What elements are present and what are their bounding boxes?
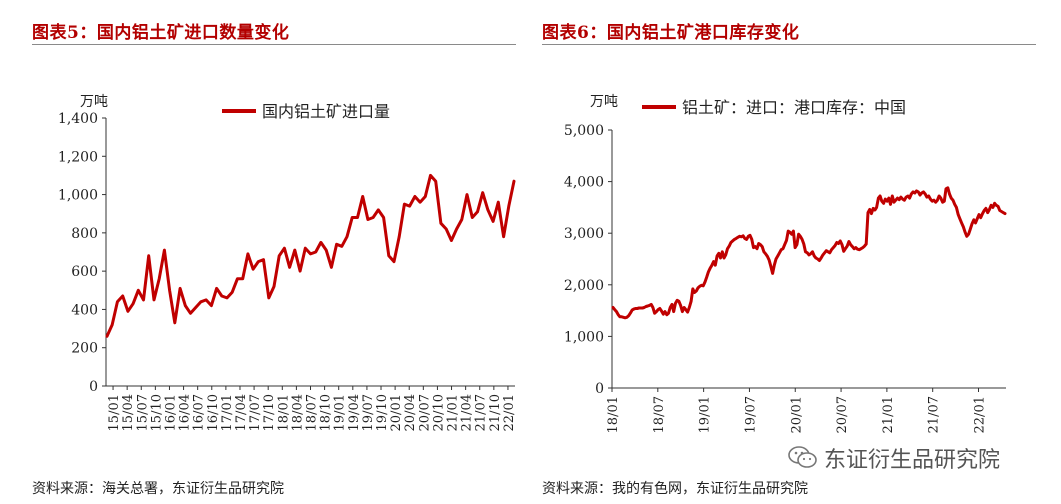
series-line <box>611 186 1007 320</box>
y-tick-label: 4,000 <box>564 175 604 191</box>
y-axis-unit-label: 万吨 <box>590 94 618 110</box>
x-tick-label: 19/10 <box>375 394 390 431</box>
x-tick-label: 18/04 <box>290 394 305 431</box>
title-rule <box>32 44 516 45</box>
watermark: 东证衍生品研究院 <box>788 441 1000 475</box>
title-rule <box>542 44 1036 45</box>
series-line <box>105 173 516 338</box>
x-tick-label: 21/10 <box>488 394 503 431</box>
y-axis-unit-label: 万吨 <box>80 94 108 110</box>
x-tick-label: 18/01 <box>606 396 621 433</box>
x-tick-label: 15/10 <box>149 394 164 431</box>
x-tick-label: 18/07 <box>305 394 320 431</box>
watermark-text: 东证衍生品研究院 <box>824 448 1001 473</box>
legend-label: 国内铝土矿进口量 <box>262 102 390 121</box>
y-tick-label: 1,000 <box>58 188 98 204</box>
x-tick-label: 21/01 <box>881 396 896 433</box>
x-tick-label: 19/07 <box>361 394 376 431</box>
x-tick-label: 20/10 <box>431 394 446 431</box>
right-chart-panel: 图表6：国内铝土矿港口库存变化 万吨 0 1,000 2,000 3,000 4,000 5… <box>530 0 1061 504</box>
x-tick-label: 19/01 <box>333 394 348 431</box>
y-tick-label: 5,000 <box>564 123 604 139</box>
y-tick-label: 2,000 <box>564 278 604 294</box>
figure-title: 图表6：国内铝土矿港口库存变化 <box>542 23 800 43</box>
y-tick-label: 1,400 <box>58 111 98 127</box>
x-tick-label: 16/04 <box>178 394 193 431</box>
x-tick-label: 20/04 <box>403 394 418 431</box>
y-tick-label: 200 <box>71 341 98 357</box>
y-tick-label: 800 <box>71 226 98 242</box>
x-tick-label: 19/04 <box>347 394 362 431</box>
x-tick-label: 17/07 <box>248 394 263 431</box>
line-chart-bauxite-imports: 万吨 0 200 400 600 800 1,000 1,200 1,400 15/01 15/04… <box>58 94 517 431</box>
x-tick-label: 15/01 <box>107 394 122 431</box>
x-tick-label: 17/01 <box>220 394 235 431</box>
y-tick-label: 0 <box>89 379 98 395</box>
x-tick-label: 21/07 <box>474 394 489 431</box>
x-tick-label: 18/10 <box>319 394 334 431</box>
legend-label: 铝土矿：进口：港口库存：中国 <box>682 98 906 117</box>
x-tick-label: 20/01 <box>389 394 404 431</box>
x-tick-label: 16/01 <box>163 394 178 431</box>
figure-title: 图表5：国内铝土矿进口数量变化 <box>32 23 290 43</box>
y-tick-label: 1,200 <box>58 149 98 165</box>
x-tick-label: 15/07 <box>135 394 150 431</box>
x-tick-label: 16/10 <box>206 394 221 431</box>
line-chart-bauxite-port-inventory: 万吨 0 1,000 2,000 3,000 4,000 5,000 18/01 18/07 19… <box>564 94 1007 433</box>
y-tick-label: 0 <box>595 381 604 397</box>
source-note: 资料来源：我的有色网，东证衍生品研究院 <box>542 481 808 497</box>
x-tick-label: 19/01 <box>698 396 713 433</box>
x-tick-label: 20/07 <box>417 394 432 431</box>
x-tick-label: 15/04 <box>121 394 136 431</box>
y-tick-label: 1,000 <box>564 329 604 345</box>
left-chart-panel: 图表5：国内铝土矿进口数量变化 万吨 0 200 400 600 800 1,000 1,20… <box>0 0 530 504</box>
x-tick-label: 17/10 <box>262 394 277 431</box>
x-tick-label: 18/01 <box>276 394 291 431</box>
x-tick-label: 20/07 <box>835 396 850 433</box>
wechat-icon <box>788 446 817 468</box>
x-tick-label: 19/07 <box>743 396 758 433</box>
x-tick-label: 21/04 <box>460 394 475 431</box>
y-tick-label: 600 <box>71 264 98 280</box>
x-tick-label: 22/01 <box>973 396 988 433</box>
x-tick-label: 17/04 <box>234 394 249 431</box>
x-tick-label: 16/07 <box>192 394 207 431</box>
x-tick-label: 22/01 <box>502 394 517 431</box>
source-note: 资料来源：海关总署，东证衍生品研究院 <box>32 481 284 497</box>
x-tick-label: 21/01 <box>446 394 461 431</box>
y-tick-label: 3,000 <box>564 226 604 242</box>
x-tick-label: 18/07 <box>652 396 667 433</box>
x-tick-label: 21/07 <box>927 396 942 433</box>
x-tick-label: 20/01 <box>789 396 804 433</box>
y-tick-label: 400 <box>71 302 98 318</box>
